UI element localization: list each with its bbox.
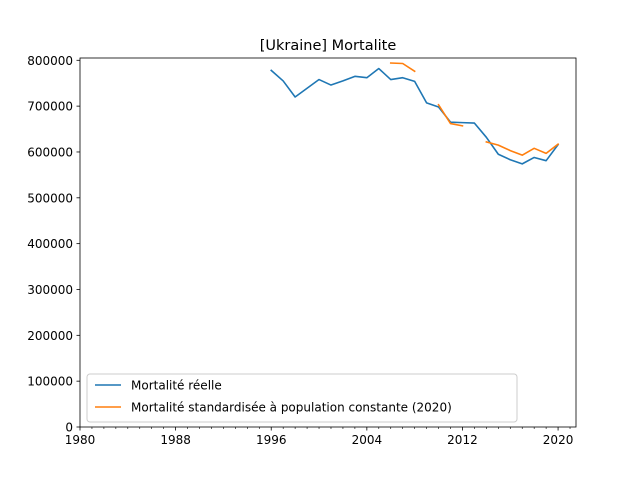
y-tick-label: 200000 bbox=[27, 329, 73, 343]
series-line-2 bbox=[437, 103, 464, 127]
y-tick-label: 800000 bbox=[27, 54, 73, 68]
y-tick-label: 400000 bbox=[27, 237, 73, 251]
x-tick-label: 2004 bbox=[352, 433, 383, 447]
x-tick-label: 1996 bbox=[256, 433, 287, 447]
y-tick-label: 0 bbox=[65, 421, 73, 435]
series-line-2 bbox=[485, 140, 560, 156]
y-tick-label: 700000 bbox=[27, 100, 73, 114]
chart-title: [Ukraine] Mortalite bbox=[260, 38, 397, 54]
legend-box bbox=[86, 373, 518, 423]
series-line-2 bbox=[389, 62, 416, 73]
y-tick-label: 100000 bbox=[27, 375, 73, 389]
legend-label: Mortalité standardisée à population cons… bbox=[131, 401, 452, 415]
plot-frame bbox=[79, 57, 577, 428]
y-tick-label: 600000 bbox=[27, 145, 73, 159]
plot-lines bbox=[270, 62, 560, 165]
legend-label: Mortalité réelle bbox=[131, 379, 222, 393]
y-tick-label: 500000 bbox=[27, 191, 73, 205]
series-line-1 bbox=[270, 67, 560, 165]
x-tick-label: 2012 bbox=[447, 433, 478, 447]
x-tick-label: 1980 bbox=[65, 433, 96, 447]
legend: Mortalité réelle Mortalité standardisée à… bbox=[86, 373, 518, 423]
axes: 1980 1988 1996 2004 2012 2020 0 100000 200000 300… bbox=[27, 54, 577, 447]
x-tick-label: 2020 bbox=[543, 433, 574, 447]
y-tick-label: 300000 bbox=[27, 283, 73, 297]
x-tick-label: 1988 bbox=[160, 433, 191, 447]
